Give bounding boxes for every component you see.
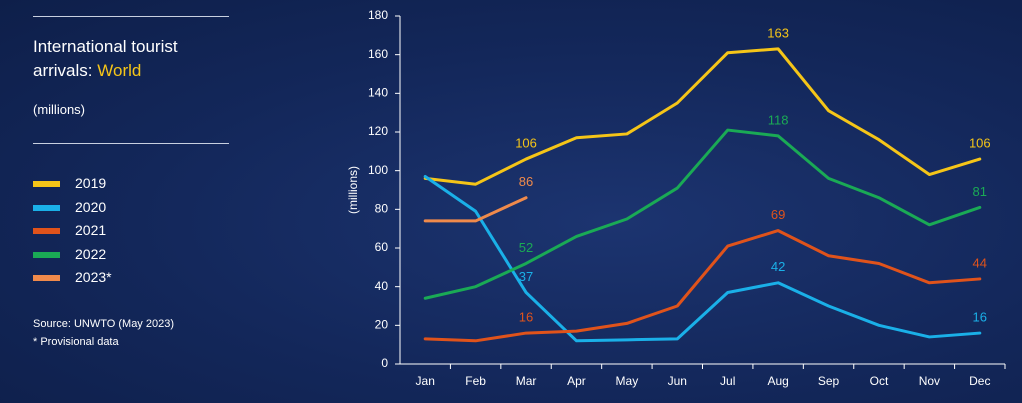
y-tick-label: 80	[375, 202, 389, 216]
legend-label: 2022	[75, 245, 107, 262]
subtitle: (millions)	[33, 102, 85, 117]
rule	[33, 143, 229, 144]
title-text: International tourist arrivals:	[33, 37, 178, 80]
legend-label: 2019	[75, 175, 107, 191]
x-tick-label: Mar	[516, 374, 537, 388]
legend-swatch	[33, 251, 60, 258]
data-label: 69	[771, 207, 785, 222]
data-label: 37	[519, 269, 533, 284]
legend-swatch	[33, 204, 60, 211]
legend-item: 2022	[33, 245, 106, 263]
y-tick-label: 60	[375, 240, 389, 254]
series-line	[423, 196, 528, 223]
legend-item: 2023*	[33, 268, 112, 286]
x-tick-label: Jul	[720, 374, 735, 388]
series-line	[423, 229, 982, 343]
series-line	[423, 174, 982, 343]
data-label: 42	[771, 259, 785, 274]
rule	[33, 16, 229, 17]
data-label: 106	[515, 136, 537, 151]
x-tick-label: Sep	[818, 374, 840, 388]
x-tick-label: Feb	[465, 374, 486, 388]
x-tick-label: Jan	[416, 374, 435, 388]
x-tick-label: Apr	[567, 374, 586, 388]
series-line	[423, 128, 982, 300]
data-label: 86	[519, 174, 533, 189]
title-highlight: World	[97, 61, 142, 80]
y-tick-label: 20	[375, 318, 389, 332]
legend-label: 2023*	[75, 269, 112, 285]
data-label: 106	[969, 136, 991, 151]
y-axis-label: (millions)	[346, 166, 360, 214]
data-label: 16	[519, 310, 533, 325]
y-tick-label: 160	[368, 47, 388, 61]
legend-item: 2019	[33, 174, 106, 192]
y-tick-label: 40	[375, 279, 389, 293]
legend-swatch	[33, 228, 60, 235]
x-tick-label: Dec	[969, 374, 990, 388]
legend-label: 2020	[75, 198, 107, 215]
y-tick-label: 180	[368, 8, 388, 22]
footnote: * Provisional data	[33, 336, 119, 348]
legend-item: 2021	[33, 221, 106, 239]
data-label: 118	[768, 112, 789, 127]
x-tick-label: May	[616, 374, 639, 388]
legend-swatch	[33, 181, 60, 188]
x-tick-label: Nov	[919, 374, 940, 388]
data-label: 16	[973, 310, 987, 325]
legend-item: 2020	[33, 198, 106, 216]
y-tick-label: 120	[368, 124, 388, 138]
data-label: 44	[973, 255, 987, 270]
y-tick-label: 100	[368, 163, 388, 177]
data-label: 52	[519, 240, 533, 255]
x-tick-label: Aug	[767, 374, 788, 388]
title: International tourist arrivals: World	[33, 35, 229, 83]
data-label: 81	[973, 184, 987, 199]
data-label: 163	[767, 25, 789, 40]
y-tick-label: 140	[368, 86, 388, 100]
series-line	[423, 47, 982, 186]
legend-swatch	[33, 275, 60, 282]
source: Source: UNWTO (May 2023)	[33, 318, 175, 330]
x-tick-label: Jun	[668, 374, 687, 388]
y-tick-label: 0	[381, 356, 388, 370]
legend-label: 2021	[75, 222, 107, 238]
x-tick-label: Oct	[870, 374, 889, 388]
